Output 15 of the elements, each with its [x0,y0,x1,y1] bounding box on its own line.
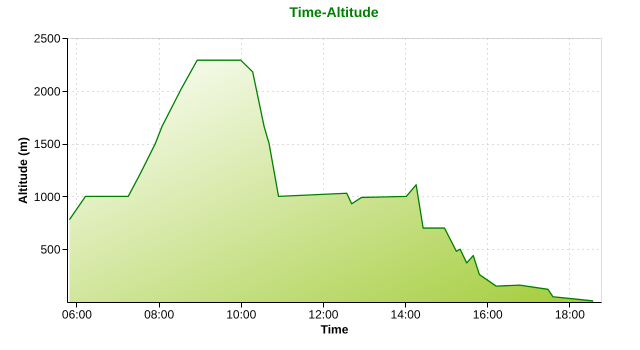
x-tick-label: 12:00 [308,308,339,322]
x-axis-title: Time [320,322,349,336]
y-tick-label: 2000 [34,84,61,98]
y-tick-label: 1000 [34,190,61,204]
y-tick-label: 1500 [34,137,61,152]
y-tick-label: 500 [40,242,61,257]
x-tick-label: 06:00 [62,308,92,322]
x-tick-label: 18:00 [554,308,586,322]
y-axis-title: Altitude (m) [16,137,30,204]
x-tick-label: 08:00 [144,308,174,322]
x-tick-label: 10:00 [226,308,257,322]
chart-title: Time-Altitude [289,4,379,20]
y-tick-label: 2500 [34,32,61,46]
x-tick-label: 16:00 [472,308,504,322]
x-tick-label: 14:00 [390,308,421,322]
